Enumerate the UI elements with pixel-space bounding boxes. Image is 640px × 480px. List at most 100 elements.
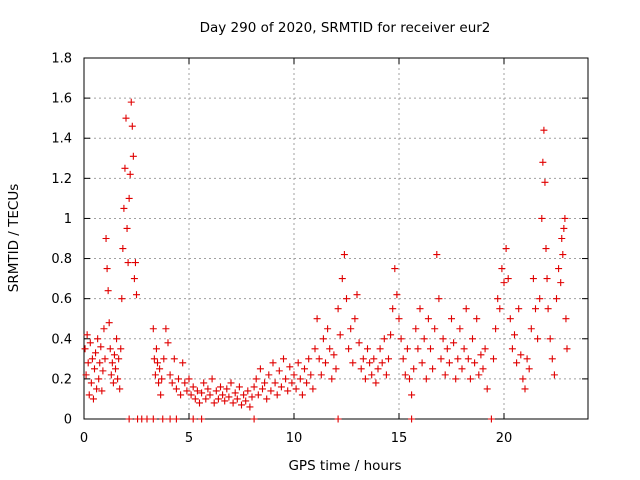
data-point xyxy=(280,355,287,363)
axis-ticks: 0 0.2 0.4 0.6 0.8 1 1.2 1.4 1.6 1.8 0 5 10 15 20 xyxy=(51,52,588,446)
data-point xyxy=(364,345,371,353)
data-point xyxy=(273,391,281,399)
data-point xyxy=(540,126,548,134)
data-point xyxy=(172,415,180,423)
y-tick-label: 0.8 xyxy=(51,252,72,267)
data-point xyxy=(214,395,222,403)
data-point xyxy=(487,415,495,423)
data-point xyxy=(235,383,243,391)
data-point xyxy=(317,371,325,379)
data-point xyxy=(534,335,542,343)
data-point xyxy=(307,371,315,379)
data-point xyxy=(179,359,187,367)
data-point xyxy=(250,383,258,391)
data-point xyxy=(292,385,300,393)
data-point xyxy=(473,315,481,323)
data-point xyxy=(116,385,124,393)
x-tick-label: 10 xyxy=(286,431,303,446)
data-point xyxy=(151,371,159,379)
data-point xyxy=(271,379,279,387)
data-point xyxy=(286,363,294,371)
y-tick-label: 1.8 xyxy=(51,52,72,67)
data-point xyxy=(246,403,254,411)
data-point xyxy=(525,365,533,373)
data-point xyxy=(227,379,235,387)
data-point xyxy=(546,335,554,343)
data-point xyxy=(233,395,241,403)
data-point xyxy=(399,355,407,363)
data-point xyxy=(326,345,334,353)
y-axis-label: SRMTID / TECUs xyxy=(6,184,22,292)
data-point xyxy=(263,395,271,403)
data-point xyxy=(177,391,185,399)
data-point xyxy=(166,415,174,423)
data-point xyxy=(458,365,466,373)
data-point xyxy=(471,359,479,367)
data-point xyxy=(100,325,108,333)
data-point xyxy=(456,325,464,333)
data-point xyxy=(156,365,164,373)
data-point xyxy=(106,345,114,353)
data-point xyxy=(479,365,487,373)
y-tick-label: 1.6 xyxy=(51,92,72,107)
data-point xyxy=(496,305,504,313)
data-point xyxy=(385,355,392,363)
data-point xyxy=(408,415,416,423)
data-point xyxy=(378,359,386,367)
data-point xyxy=(265,371,273,379)
data-point xyxy=(450,339,458,347)
data-point xyxy=(414,345,422,353)
data-point xyxy=(334,415,342,423)
data-point xyxy=(155,379,163,387)
data-point xyxy=(553,295,560,303)
data-point xyxy=(401,371,409,379)
data-point xyxy=(93,385,101,393)
data-point xyxy=(149,415,157,423)
data-point xyxy=(543,275,551,283)
data-point xyxy=(102,235,110,242)
data-point xyxy=(107,371,115,379)
data-point xyxy=(125,194,133,202)
data-point xyxy=(198,389,206,397)
data-point xyxy=(506,315,514,323)
data-point xyxy=(502,245,510,253)
data-point xyxy=(85,391,93,399)
data-point xyxy=(332,365,340,373)
data-point xyxy=(119,245,127,253)
data-point xyxy=(185,375,193,383)
x-tick-label: 5 xyxy=(185,431,193,446)
data-point xyxy=(492,325,500,333)
data-point xyxy=(475,371,483,379)
data-point xyxy=(238,401,245,409)
data-point xyxy=(464,355,472,363)
data-point xyxy=(189,383,197,391)
data-point xyxy=(104,287,112,295)
data-point xyxy=(490,355,497,363)
data-point xyxy=(159,415,167,423)
data-point xyxy=(322,359,329,367)
y-tick-label: 0.2 xyxy=(51,372,72,387)
data-point xyxy=(389,305,397,313)
grid xyxy=(84,58,588,419)
data-point xyxy=(252,375,260,383)
x-tick-label: 0 xyxy=(80,431,88,446)
data-point xyxy=(511,331,518,339)
data-point xyxy=(97,343,105,351)
data-point xyxy=(513,359,521,367)
data-point xyxy=(113,335,121,343)
data-point xyxy=(109,379,117,387)
data-point xyxy=(313,315,321,323)
data-point xyxy=(129,152,137,160)
data-point xyxy=(370,355,378,363)
data-point xyxy=(508,345,516,353)
data-point xyxy=(275,367,283,375)
data-point xyxy=(517,351,525,359)
data-point xyxy=(223,385,231,393)
data-point xyxy=(87,379,95,387)
data-point xyxy=(460,345,468,353)
data-point xyxy=(532,305,539,313)
data-point xyxy=(131,259,139,267)
data-point xyxy=(105,319,113,327)
data-point xyxy=(128,122,136,130)
data-point xyxy=(92,349,100,357)
